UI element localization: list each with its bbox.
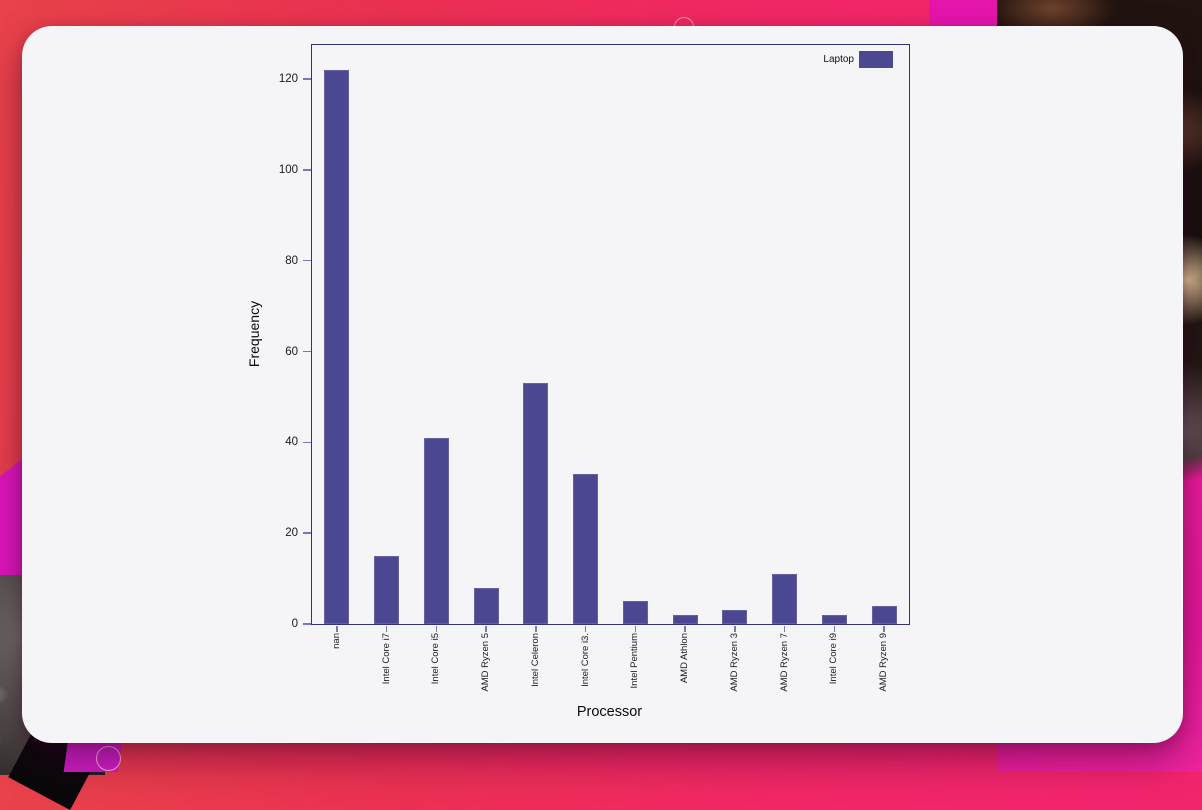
x-tick	[385, 625, 388, 632]
y-tick-label: 60	[285, 345, 298, 358]
bar-intel-core-i3	[573, 474, 599, 624]
bar-intel-core-i7	[374, 555, 400, 624]
chart-card: Frequency Laptop nan Intel Core i7 Intel C…	[22, 26, 1183, 743]
x-tick	[435, 625, 438, 632]
bar-intel-core-i9	[821, 614, 847, 624]
y-tick-label: 40	[285, 436, 298, 449]
x-tick	[734, 625, 736, 632]
y-tick	[303, 350, 311, 353]
bar-slot	[660, 45, 710, 624]
bar-amd-ryzen-9	[871, 605, 897, 624]
bar-slot	[611, 45, 661, 624]
bar-slot	[461, 45, 511, 624]
bar-slot	[760, 45, 810, 624]
x-tick-label: Intel Core i9	[828, 633, 840, 685]
y-tick-label: 100	[278, 163, 298, 176]
y-tick	[303, 623, 311, 625]
x-tick-label: Intel Core i5	[430, 633, 442, 685]
legend-swatch	[859, 51, 893, 68]
x-tick-label: AMD Ryzen 9	[878, 633, 890, 692]
x-tick-label: AMD Athlon	[679, 633, 691, 684]
legend: Laptop	[823, 51, 893, 68]
decorative-ring-bottom	[96, 746, 121, 771]
bar-intel-celeron	[523, 383, 549, 624]
x-tick-label: Intel Core i7	[380, 633, 392, 685]
x-tick	[336, 625, 338, 632]
bar-amd-ryzen-5	[473, 587, 499, 624]
bar-slot	[511, 45, 561, 624]
bar-slot	[810, 45, 860, 624]
bar-slot	[561, 45, 611, 624]
plot-area: Laptop nan Intel Core i7 Intel Core i5 AMD …	[279, 44, 910, 692]
y-tick-label: 120	[278, 73, 298, 86]
x-tick	[485, 625, 487, 632]
x-tick-label: Intel Pentium	[629, 633, 641, 689]
x-tick	[684, 625, 686, 632]
bar-intel-core-i5	[423, 437, 449, 624]
x-tick-label: Intel Celeron	[529, 633, 541, 687]
y-tick-label: 20	[285, 527, 298, 540]
x-tick	[584, 625, 587, 632]
bar-slot	[312, 45, 362, 624]
x-tick-label: AMD Ryzen 3	[728, 633, 740, 692]
bar-amd-athlon	[672, 614, 698, 624]
x-tick	[634, 625, 637, 632]
legend-label: Laptop	[823, 54, 854, 65]
x-tick-label: nan	[330, 633, 342, 649]
bar-slot	[362, 45, 412, 624]
x-axis-title: Processor	[576, 704, 643, 720]
bars-container	[312, 45, 909, 624]
bar-nan	[324, 69, 350, 624]
x-tick	[783, 625, 786, 632]
y-tick	[303, 441, 311, 444]
bar-amd-ryzen-3	[722, 610, 748, 624]
x-tick	[833, 625, 836, 632]
y-tick-label: 0	[291, 618, 298, 630]
y-tick-label: 80	[285, 254, 298, 267]
x-tick-label: AMD Ryzen 7	[778, 633, 790, 692]
x-tick	[535, 625, 537, 632]
y-tick	[303, 169, 311, 171]
bar-intel-pentium	[622, 601, 648, 624]
bar-amd-ryzen-7	[772, 574, 798, 624]
bar-slot	[412, 45, 462, 624]
bar-slot	[710, 45, 760, 624]
y-tick	[303, 532, 311, 534]
bar-slot	[859, 45, 909, 624]
y-tick	[303, 78, 311, 80]
x-tick	[883, 625, 885, 632]
x-tick-label: Intel Core i3.	[579, 633, 591, 687]
x-tick-label: AMD Ryzen 5	[480, 633, 492, 692]
y-tick	[303, 259, 311, 262]
